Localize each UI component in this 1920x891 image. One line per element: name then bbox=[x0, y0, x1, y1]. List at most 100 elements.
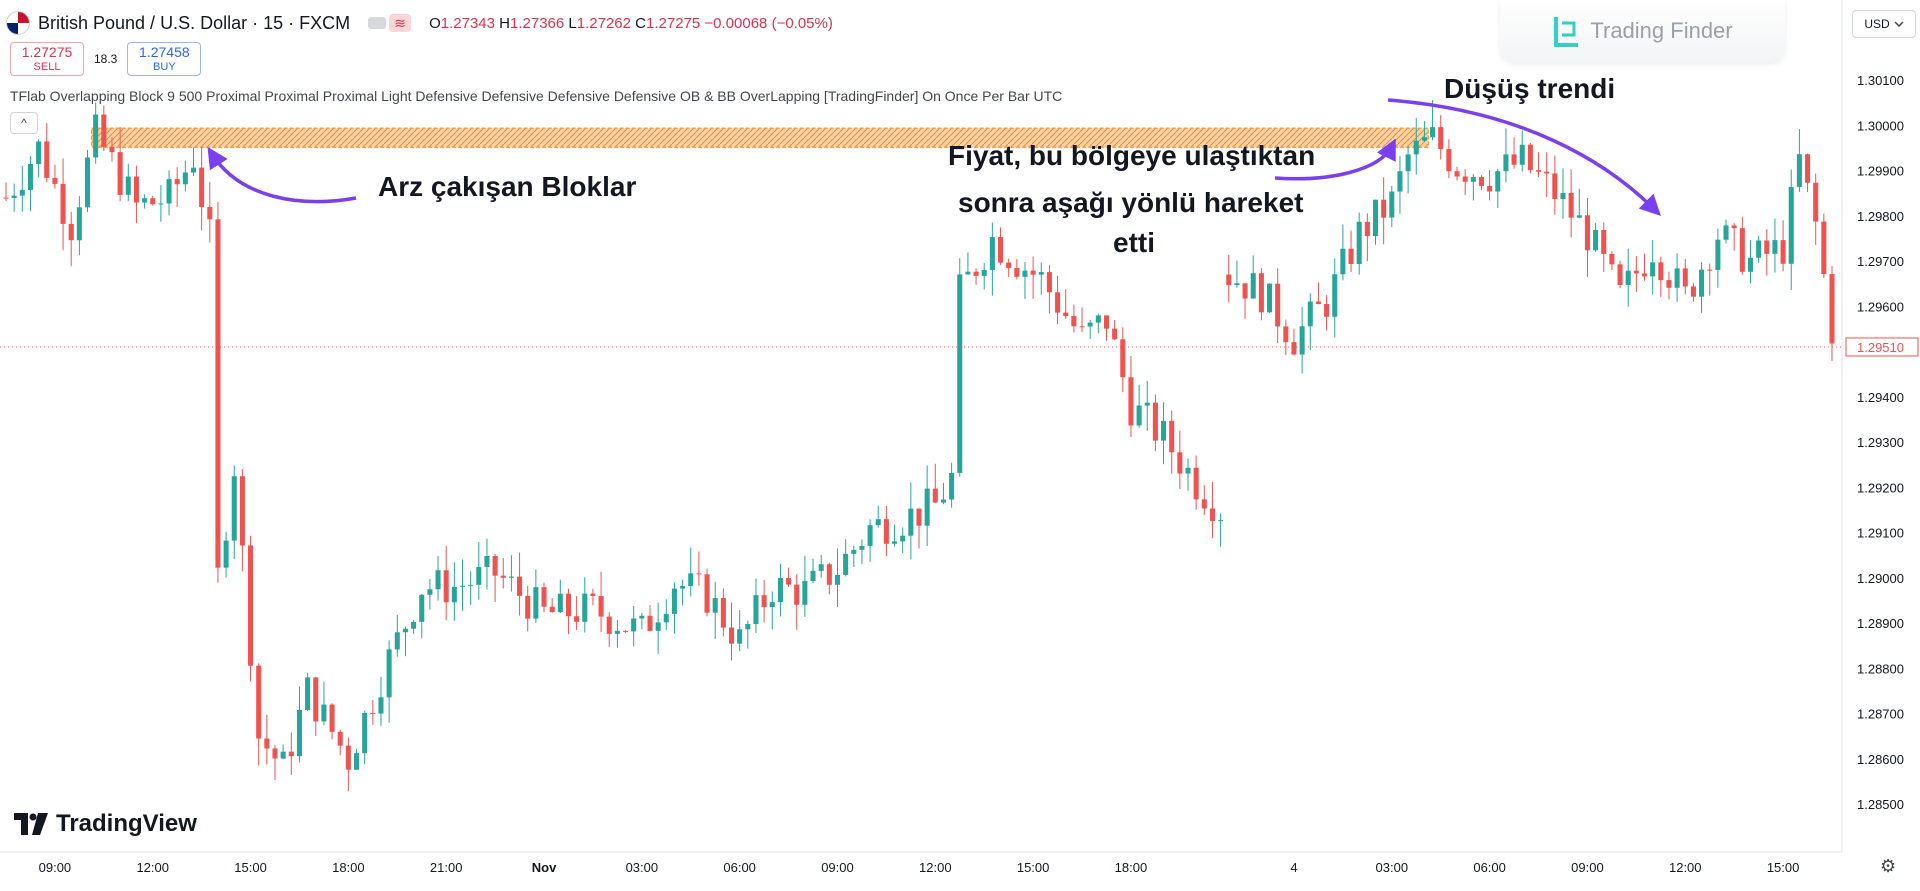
candle-body bbox=[598, 595, 604, 617]
candle-body bbox=[1503, 154, 1509, 172]
candle-body bbox=[1209, 508, 1215, 522]
candle bbox=[419, 593, 425, 639]
candle bbox=[1658, 256, 1664, 297]
candle-body bbox=[1079, 326, 1085, 328]
candle bbox=[1690, 283, 1696, 302]
candle-body bbox=[1405, 154, 1411, 172]
candle-body bbox=[1071, 316, 1077, 327]
candle bbox=[207, 181, 213, 243]
candle bbox=[1405, 146, 1411, 194]
candle bbox=[900, 527, 906, 554]
chart-mode-toggle[interactable]: ≋ bbox=[368, 14, 412, 32]
candle bbox=[574, 596, 580, 631]
candle-body bbox=[1014, 267, 1020, 277]
symbol-title[interactable]: British Pound / U.S. Dollar · 15 · FXCM bbox=[38, 12, 351, 33]
toggle-off-icon[interactable] bbox=[368, 17, 387, 29]
candle bbox=[1209, 481, 1215, 538]
candle-body bbox=[1536, 170, 1542, 172]
time-tick-label: 18:00 bbox=[332, 860, 365, 875]
indicator-legend[interactable]: TFlab Overlapping Block 9 500 Proximal P… bbox=[10, 88, 1063, 104]
candle-body bbox=[1788, 186, 1794, 264]
gear-icon[interactable]: ⚙ bbox=[1880, 856, 1897, 876]
gbp-usd-flag-icon bbox=[6, 11, 30, 35]
candle bbox=[1381, 177, 1387, 245]
price-tick-label: 1.29900 bbox=[1857, 164, 1904, 179]
candle bbox=[1682, 258, 1688, 295]
candle-body bbox=[492, 555, 498, 576]
candle-body bbox=[1006, 262, 1012, 268]
candle bbox=[36, 139, 42, 178]
candle-body bbox=[932, 488, 938, 503]
candle bbox=[93, 102, 99, 164]
candle-body bbox=[1813, 182, 1819, 222]
candle-body bbox=[394, 632, 400, 650]
annotation-price-reaction-line2: sonra aşağı yönlü hareket bbox=[958, 187, 1303, 218]
candle-body bbox=[1772, 240, 1778, 254]
candle bbox=[264, 714, 270, 765]
candle bbox=[737, 610, 743, 652]
candle bbox=[125, 163, 131, 202]
collapse-legend-button[interactable]: ^ bbox=[10, 112, 38, 134]
candle bbox=[468, 571, 474, 605]
chevron-up-icon: ^ bbox=[21, 116, 27, 130]
candle-body bbox=[843, 553, 849, 575]
candle bbox=[1022, 262, 1028, 299]
candle-body bbox=[150, 198, 156, 205]
candle bbox=[1315, 282, 1321, 305]
candle-body bbox=[1756, 240, 1762, 258]
candle-body bbox=[1821, 221, 1827, 275]
candle-body bbox=[1372, 199, 1379, 237]
currency-selector[interactable]: USD bbox=[1852, 10, 1916, 38]
candle-body bbox=[1658, 262, 1664, 281]
candle bbox=[1625, 248, 1631, 307]
candle bbox=[1348, 230, 1354, 273]
candle-body bbox=[443, 570, 449, 603]
sell-label: SELL bbox=[33, 61, 61, 73]
candle-body bbox=[541, 587, 547, 607]
candle bbox=[826, 562, 832, 595]
arrow-downtrend bbox=[1387, 98, 1661, 216]
sell-price: 1.27275 bbox=[21, 44, 73, 60]
candle bbox=[565, 588, 572, 635]
time-tick-label: 4 bbox=[1290, 860, 1297, 875]
candle-body bbox=[639, 615, 645, 619]
candle-body bbox=[834, 574, 841, 585]
candle-body bbox=[1666, 280, 1672, 288]
time-tick-label: 18:00 bbox=[1115, 860, 1148, 875]
candle-body bbox=[1446, 149, 1452, 172]
candle-body bbox=[549, 606, 555, 613]
candle-body bbox=[826, 564, 832, 585]
candle-body bbox=[1715, 239, 1721, 270]
candle bbox=[704, 568, 710, 617]
candle-body bbox=[786, 578, 792, 585]
candle bbox=[786, 567, 792, 587]
candle bbox=[1487, 169, 1493, 201]
price-tick-label: 1.28900 bbox=[1857, 616, 1904, 631]
candle bbox=[109, 137, 115, 162]
candle bbox=[1063, 289, 1069, 319]
candle bbox=[794, 574, 800, 630]
candle bbox=[1699, 262, 1705, 313]
time-tick-label: 06:00 bbox=[1473, 860, 1506, 875]
candle-body bbox=[1593, 229, 1599, 251]
candle bbox=[345, 737, 351, 792]
candle bbox=[1291, 328, 1297, 356]
buy-button[interactable]: 1.27458 BUY bbox=[127, 42, 202, 76]
candle-body bbox=[1046, 272, 1052, 293]
candle bbox=[647, 605, 653, 632]
sell-button[interactable]: 1.27275 SELL bbox=[10, 42, 84, 76]
price-tick-label: 1.29700 bbox=[1857, 254, 1904, 269]
candle bbox=[557, 579, 563, 614]
candle bbox=[174, 167, 180, 208]
tradingview-logo[interactable]: TradingView bbox=[14, 810, 197, 838]
candle-body bbox=[1519, 144, 1525, 165]
candle bbox=[1584, 197, 1590, 277]
candle-body bbox=[614, 630, 620, 634]
candle bbox=[1421, 121, 1427, 142]
candle-body bbox=[720, 598, 726, 628]
wave-icon[interactable]: ≋ bbox=[389, 14, 412, 32]
candle bbox=[1079, 307, 1085, 332]
candle-body bbox=[704, 574, 710, 613]
